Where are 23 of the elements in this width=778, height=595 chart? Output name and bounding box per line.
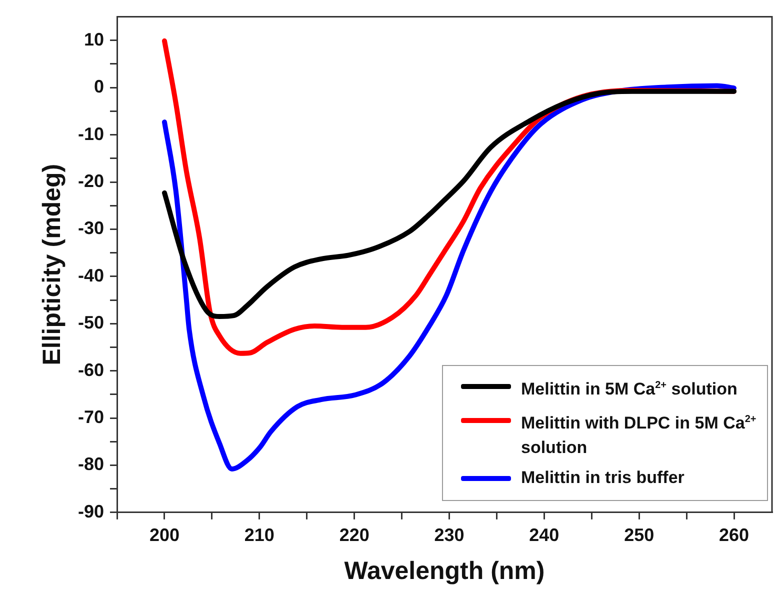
x-axis-title: Wavelength (nm) [344,556,545,585]
y-tick-label: -70 [78,406,104,427]
x-tick-label: 240 [529,525,560,546]
legend-label: Melittin in tris buffer [521,466,684,489]
y-tick-label: -50 [78,312,104,333]
y-tick-label: 10 [84,29,104,50]
x-tick-label: 230 [434,525,464,546]
y-tick-label: -90 [78,501,104,522]
legend-label: Melittin in 5M Ca$^{2+}$ solution [521,379,738,402]
y-tick-label: -20 [78,170,104,191]
text: Melittin with DLPC in 5M Ca$^{2+}$ solution [521,414,756,457]
y-tick-label: -30 [78,218,104,238]
y-tick-label: -10 [78,124,104,144]
y-axis-title: Ellipticity (mdeg) [38,164,66,366]
y-tick-label: 0 [94,76,104,97]
x-tick-label: 200 [149,525,180,546]
x-tick-label: 210 [244,525,274,546]
y-tick-label: -60 [78,360,104,380]
x-tick-label: 260 [719,525,750,546]
x-tick-label: 250 [624,525,654,546]
x-tick-label: 220 [339,525,370,546]
y-tick-label: -40 [78,265,104,286]
y-tick-label: -80 [78,454,104,474]
